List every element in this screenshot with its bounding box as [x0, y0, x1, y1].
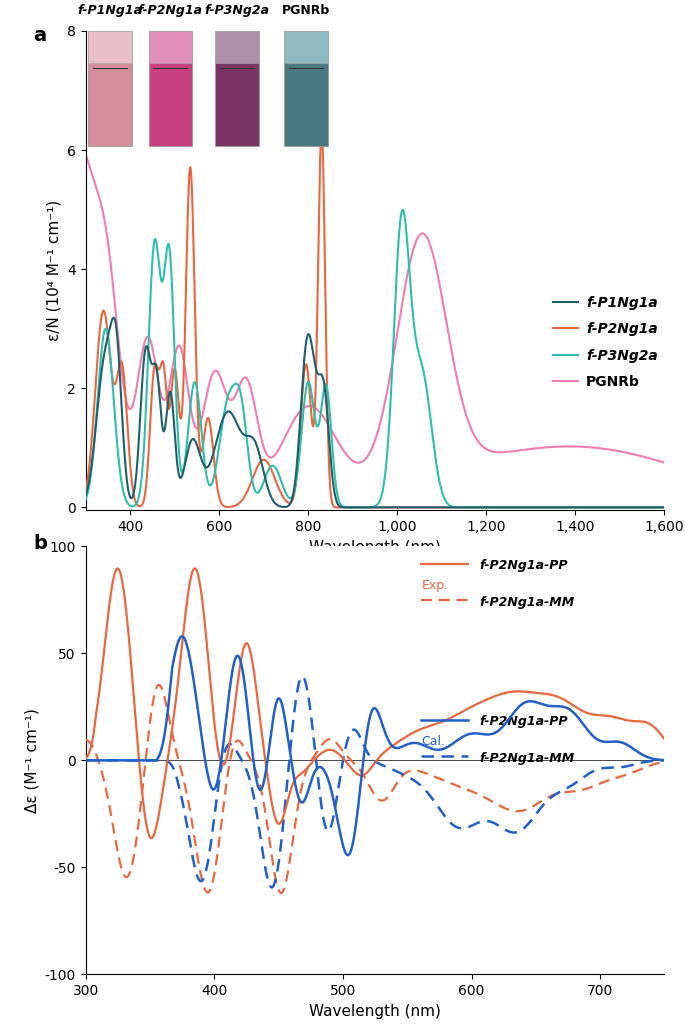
Text: PGNRb: PGNRb: [282, 3, 330, 16]
Text: Cal.: Cal.: [421, 735, 445, 749]
Bar: [215, 31, 259, 146]
Text: f-P2Ng1a-MM: f-P2Ng1a-MM: [479, 596, 575, 608]
Y-axis label: Δε (M⁻¹ cm⁻¹): Δε (M⁻¹ cm⁻¹): [24, 708, 39, 812]
Bar: [88, 31, 132, 63]
Text: b: b: [34, 534, 47, 553]
Text: f-P1Ng1a: f-P1Ng1a: [77, 3, 142, 16]
Bar: [215, 31, 259, 63]
Text: f-P2Ng1a-MM: f-P2Ng1a-MM: [479, 752, 575, 765]
Bar: [149, 31, 192, 63]
Bar: [284, 31, 327, 146]
Bar: [88, 31, 132, 146]
Bar: [284, 31, 327, 63]
Bar: [149, 31, 192, 146]
X-axis label: Wavelength (nm): Wavelength (nm): [309, 539, 441, 555]
Text: a: a: [34, 26, 47, 45]
X-axis label: Wavelength (nm): Wavelength (nm): [309, 1003, 441, 1019]
Text: f-P2Ng1a: f-P2Ng1a: [138, 3, 203, 16]
Text: f-P2Ng1a-PP: f-P2Ng1a-PP: [479, 716, 568, 729]
Legend: f-P1Ng1a, f-P2Ng1a, f-P3Ng2a, PGNRb: f-P1Ng1a, f-P2Ng1a, f-P3Ng2a, PGNRb: [547, 291, 663, 395]
Y-axis label: ε/N (10⁴ M⁻¹ cm⁻¹): ε/N (10⁴ M⁻¹ cm⁻¹): [47, 200, 62, 341]
Text: f-P3Ng2a: f-P3Ng2a: [205, 3, 269, 16]
Text: f-P2Ng1a-PP: f-P2Ng1a-PP: [479, 559, 568, 572]
Text: Exp.: Exp.: [421, 579, 449, 592]
